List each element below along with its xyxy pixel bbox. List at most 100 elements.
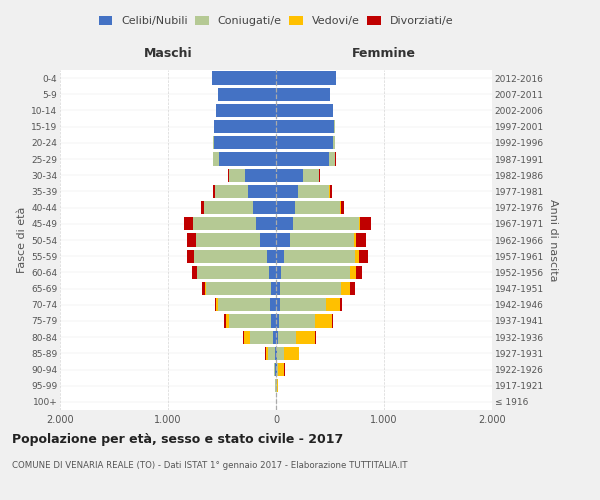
Bar [330, 185, 332, 198]
Bar [248, 185, 276, 198]
Bar [314, 330, 316, 344]
Bar [326, 298, 340, 312]
Bar [229, 314, 271, 328]
Bar [206, 282, 271, 295]
Bar [360, 217, 371, 230]
Bar [269, 266, 276, 279]
Bar [184, 217, 193, 230]
Bar [303, 168, 319, 182]
Bar [213, 136, 214, 149]
Bar [356, 234, 366, 246]
Bar [284, 346, 299, 360]
Bar [268, 346, 275, 360]
Text: Femmine: Femmine [352, 48, 416, 60]
Bar [212, 72, 276, 85]
Bar [243, 330, 244, 344]
Bar [277, 363, 278, 376]
Bar [340, 298, 341, 312]
Bar [276, 217, 293, 230]
Legend: Celibi/Nubili, Coniugati/e, Vedovi/e, Divorziati/e: Celibi/Nubili, Coniugati/e, Vedovi/e, Di… [99, 16, 453, 26]
Bar [276, 72, 336, 85]
Bar [201, 201, 204, 214]
Bar [276, 346, 277, 360]
Bar [193, 217, 256, 230]
Bar [218, 88, 276, 101]
Bar [271, 314, 276, 328]
Bar [276, 120, 334, 134]
Bar [213, 152, 219, 166]
Bar [214, 136, 276, 149]
Bar [216, 104, 276, 117]
Bar [224, 314, 226, 328]
Text: COMUNE DI VENARIA REALE (TO) - Dati ISTAT 1° gennaio 2017 - Elaborazione TUTTITA: COMUNE DI VENARIA REALE (TO) - Dati ISTA… [12, 460, 407, 469]
Bar [215, 298, 216, 312]
Bar [276, 298, 280, 312]
Bar [194, 250, 267, 263]
Bar [295, 201, 340, 214]
Bar [253, 201, 276, 214]
Bar [315, 314, 332, 328]
Bar [280, 282, 341, 295]
Bar [276, 185, 298, 198]
Bar [350, 266, 356, 279]
Bar [244, 330, 250, 344]
Bar [281, 266, 350, 279]
Bar [332, 314, 333, 328]
Bar [187, 234, 196, 246]
Bar [275, 346, 276, 360]
Bar [276, 282, 280, 295]
Bar [319, 168, 320, 182]
Bar [277, 379, 278, 392]
Text: Maschi: Maschi [143, 48, 193, 60]
Bar [277, 346, 284, 360]
Bar [215, 185, 248, 198]
Bar [280, 298, 326, 312]
Bar [256, 217, 276, 230]
Bar [276, 104, 333, 117]
Bar [274, 363, 275, 376]
Bar [290, 234, 354, 246]
Bar [329, 152, 335, 166]
Bar [276, 330, 278, 344]
Bar [359, 217, 360, 230]
Bar [276, 88, 330, 101]
Bar [266, 346, 268, 360]
Bar [276, 234, 290, 246]
Bar [276, 152, 329, 166]
Bar [218, 298, 270, 312]
Bar [245, 168, 276, 182]
Y-axis label: Anni di nascita: Anni di nascita [548, 198, 558, 281]
Bar [260, 234, 276, 246]
Bar [293, 217, 359, 230]
Bar [278, 363, 284, 376]
Bar [298, 185, 329, 198]
Bar [216, 298, 218, 312]
Bar [276, 201, 295, 214]
Bar [271, 282, 276, 295]
Bar [196, 234, 260, 246]
Bar [276, 250, 284, 263]
Bar [219, 152, 276, 166]
Bar [296, 330, 314, 344]
Bar [197, 266, 269, 279]
Bar [279, 314, 315, 328]
Bar [276, 314, 279, 328]
Bar [250, 330, 273, 344]
Bar [214, 120, 276, 134]
Bar [276, 266, 281, 279]
Bar [355, 250, 359, 263]
Bar [205, 282, 206, 295]
Bar [359, 250, 368, 263]
Bar [276, 136, 333, 149]
Bar [270, 298, 276, 312]
Bar [267, 250, 276, 263]
Bar [341, 201, 344, 214]
Bar [354, 234, 356, 246]
Bar [350, 282, 355, 295]
Bar [192, 266, 197, 279]
Y-axis label: Fasce di età: Fasce di età [17, 207, 27, 273]
Bar [356, 266, 362, 279]
Bar [212, 185, 215, 198]
Bar [333, 136, 335, 149]
Bar [276, 168, 303, 182]
